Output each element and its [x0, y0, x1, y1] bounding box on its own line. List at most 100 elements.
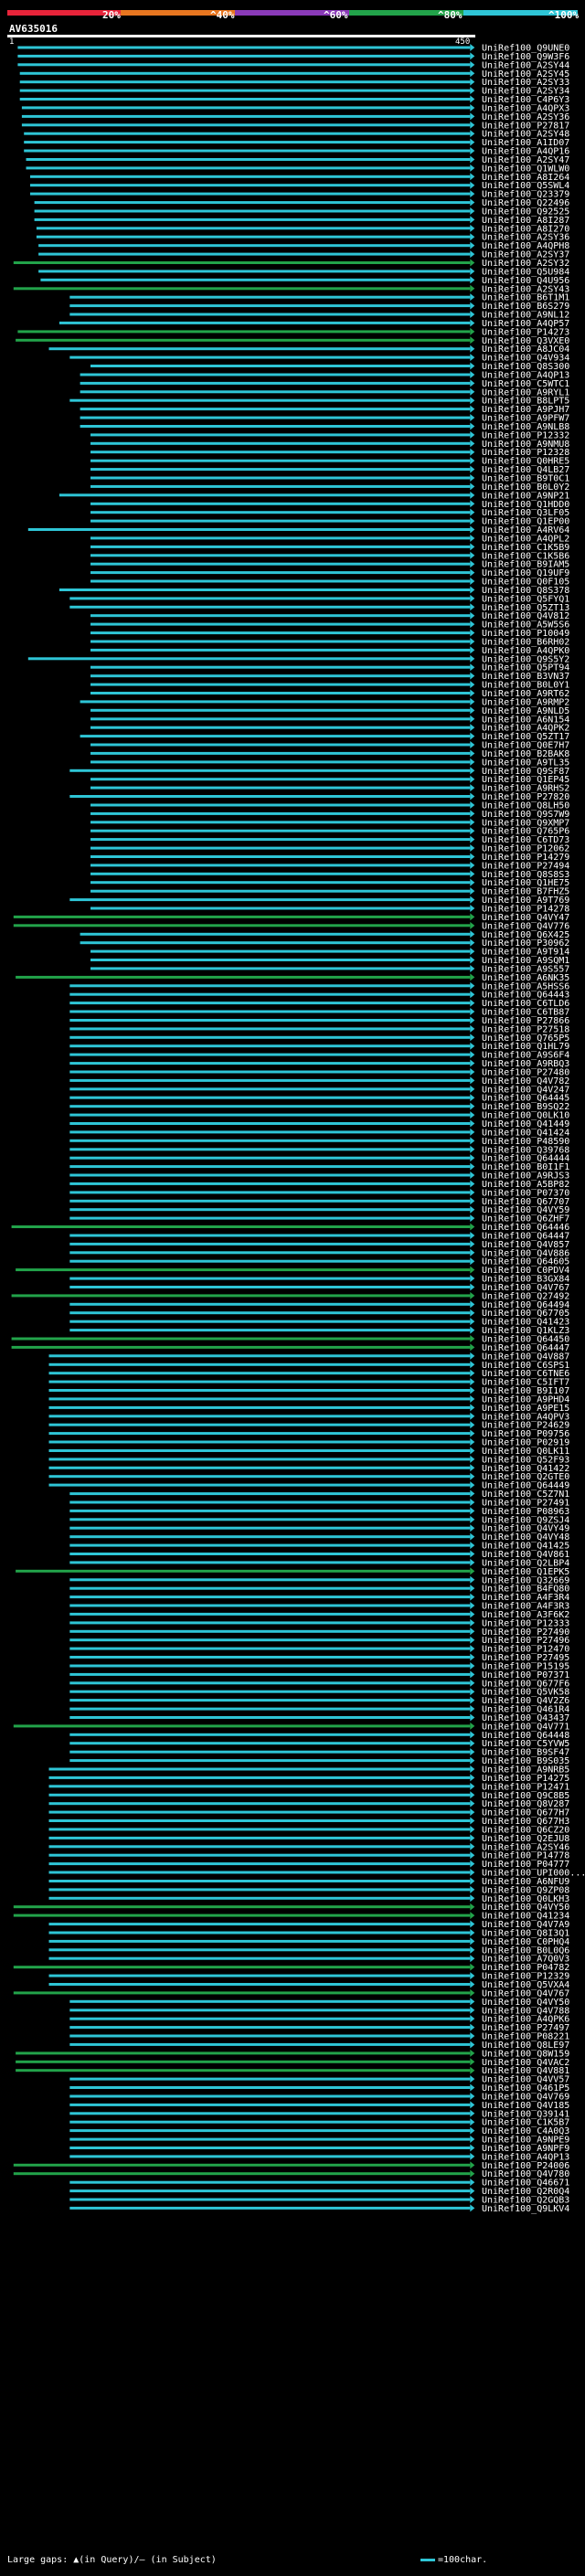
hit-label[interactable]: UniRef100_P12471 [482, 1782, 569, 1792]
hit-bar[interactable] [90, 441, 471, 445]
hit-label[interactable]: UniRef100_Q6X425 [482, 930, 569, 940]
hit-label[interactable]: UniRef100_P15195 [482, 1662, 569, 1672]
hit-bar[interactable] [80, 735, 471, 738]
hit-label[interactable]: UniRef100_A2SY36 [482, 112, 569, 122]
hit-bar[interactable] [69, 1733, 471, 1736]
hit-label[interactable]: UniRef100_B6S279 [482, 302, 569, 312]
hit-label[interactable]: UniRef100_C4P6Y3 [482, 95, 569, 105]
hit-label[interactable]: UniRef100_A9SQM1 [482, 956, 569, 966]
hit-bar[interactable] [90, 717, 471, 721]
hit-label[interactable]: UniRef100_P14279 [482, 853, 569, 863]
hit-bar[interactable] [69, 795, 471, 798]
hit-bar[interactable] [69, 2034, 471, 2038]
hit-label[interactable]: UniRef100_A2SY48 [482, 130, 569, 140]
hit-bar[interactable] [69, 1647, 471, 1650]
hit-bar[interactable] [69, 1010, 471, 1013]
hit-bar[interactable] [69, 1242, 471, 1246]
hit-bar[interactable] [69, 1320, 471, 1323]
hit-bar[interactable] [48, 1458, 471, 1461]
hit-label[interactable]: UniRef100_Q19UF9 [482, 568, 569, 578]
hit-label[interactable]: UniRef100_Q67707 [482, 1197, 569, 1207]
hit-label[interactable]: UniRef100_P27497 [482, 2023, 569, 2033]
hit-bar[interactable] [80, 373, 471, 376]
hit-bar[interactable] [90, 365, 471, 367]
hit-label[interactable]: UniRef100_Q8S8S3 [482, 870, 569, 880]
hit-bar[interactable] [69, 1070, 471, 1074]
hit-label[interactable]: UniRef100_B3GX84 [482, 1275, 569, 1285]
hit-label[interactable]: UniRef100_Q1HL79 [482, 1042, 569, 1052]
hit-bar[interactable] [16, 338, 471, 342]
hit-bar[interactable] [90, 708, 471, 712]
hit-label[interactable]: UniRef100_P27866 [482, 1016, 569, 1026]
hit-label[interactable]: UniRef100_C1K5B7 [482, 2118, 569, 2128]
hit-bar[interactable] [48, 1862, 471, 1866]
hit-bar[interactable] [48, 1802, 471, 1806]
hit-bar[interactable] [69, 1612, 471, 1616]
hit-label[interactable]: UniRef100_P14778 [482, 1851, 569, 1861]
hit-bar[interactable] [48, 1483, 471, 1487]
hit-bar[interactable] [19, 98, 471, 101]
hit-label[interactable]: UniRef100_P27817 [482, 121, 569, 131]
hit-label[interactable]: UniRef100_Q5ZT17 [482, 732, 569, 742]
hit-label[interactable]: UniRef100_A9S557 [482, 964, 569, 974]
hit-bar[interactable] [48, 1440, 471, 1444]
hit-bar[interactable] [90, 803, 471, 807]
hit-bar[interactable] [11, 1345, 471, 1349]
hit-label[interactable]: UniRef100_A9RT62 [482, 689, 569, 699]
hit-bar[interactable] [90, 484, 471, 488]
hit-label[interactable]: UniRef100_C1K5B9 [482, 543, 569, 553]
hit-label[interactable]: UniRef100_Q9ZP08 [482, 1885, 569, 1895]
hit-label[interactable]: UniRef100_Q41422 [482, 1464, 569, 1474]
hit-label[interactable]: UniRef100_Q64449 [482, 1481, 569, 1491]
hit-label[interactable]: UniRef100_P27490 [482, 1627, 569, 1638]
hit-bar[interactable] [69, 1604, 471, 1607]
hit-label[interactable]: UniRef100_B9T0C1 [482, 474, 569, 484]
hit-bar[interactable] [27, 528, 471, 531]
hit-bar[interactable] [69, 1027, 471, 1031]
hit-bar[interactable] [69, 355, 471, 359]
hit-label[interactable]: UniRef100_A8I264 [482, 173, 569, 183]
hit-label[interactable]: UniRef100_Q5VXA4 [482, 1980, 569, 1990]
hit-bar[interactable] [69, 2026, 471, 2030]
hit-label[interactable]: UniRef100_Q4U956 [482, 276, 569, 286]
hit-bar[interactable] [90, 683, 471, 686]
hit-label[interactable]: UniRef100_Q41449 [482, 1119, 569, 1129]
hit-label[interactable]: UniRef100_Q9S5Y2 [482, 654, 569, 664]
hit-bar[interactable] [69, 295, 471, 299]
hit-label[interactable]: UniRef100_C6TLD6 [482, 999, 569, 1009]
hit-bar[interactable] [13, 1913, 471, 1917]
hit-label[interactable]: UniRef100_Q41423 [482, 1318, 569, 1328]
hit-label[interactable]: UniRef100_Q4V7A9 [482, 1920, 569, 1930]
hit-label[interactable]: UniRef100_B6RH02 [482, 638, 569, 648]
hit-label[interactable]: UniRef100_Q1EP45 [482, 775, 569, 785]
hit-bar[interactable] [69, 1105, 471, 1108]
hit-bar[interactable] [48, 1828, 471, 1831]
hit-bar[interactable] [69, 2129, 471, 2133]
hit-label[interactable]: UniRef100_Q1EP00 [482, 517, 569, 527]
hit-bar[interactable] [48, 1948, 471, 1952]
hit-bar[interactable] [69, 1053, 471, 1056]
hit-bar[interactable] [48, 1931, 471, 1935]
hit-bar[interactable] [48, 1871, 471, 1874]
hit-label[interactable]: UniRef100_A9T769 [482, 896, 569, 906]
hit-bar[interactable] [69, 1329, 471, 1332]
hit-label[interactable]: UniRef100_Q461P5 [482, 2083, 569, 2094]
hit-bar[interactable] [69, 1173, 471, 1177]
hit-bar[interactable] [69, 2180, 471, 2184]
hit-bar[interactable] [69, 1553, 471, 1555]
hit-bar[interactable] [19, 71, 471, 75]
hit-bar[interactable] [69, 1062, 471, 1065]
hit-label[interactable]: UniRef100_B0L0Q6 [482, 1945, 569, 1956]
hit-bar[interactable] [69, 1999, 471, 2003]
hit-bar[interactable] [90, 829, 471, 832]
hit-bar[interactable] [36, 227, 471, 230]
hit-label[interactable]: UniRef100_A5HSS6 [482, 981, 569, 991]
hit-label[interactable]: UniRef100_Q67705 [482, 1309, 569, 1319]
hit-bar[interactable] [80, 416, 471, 419]
hit-label[interactable]: UniRef100_Q4VY59 [482, 1205, 569, 1215]
hit-label[interactable]: UniRef100_A6N154 [482, 715, 569, 725]
hit-bar[interactable] [16, 975, 471, 979]
hit-label[interactable]: UniRef100_A9RJS3 [482, 1171, 569, 1182]
hit-label[interactable]: UniRef100_C0PHQ4 [482, 1937, 569, 1947]
hit-label[interactable]: UniRef100_B8LPT5 [482, 397, 569, 407]
